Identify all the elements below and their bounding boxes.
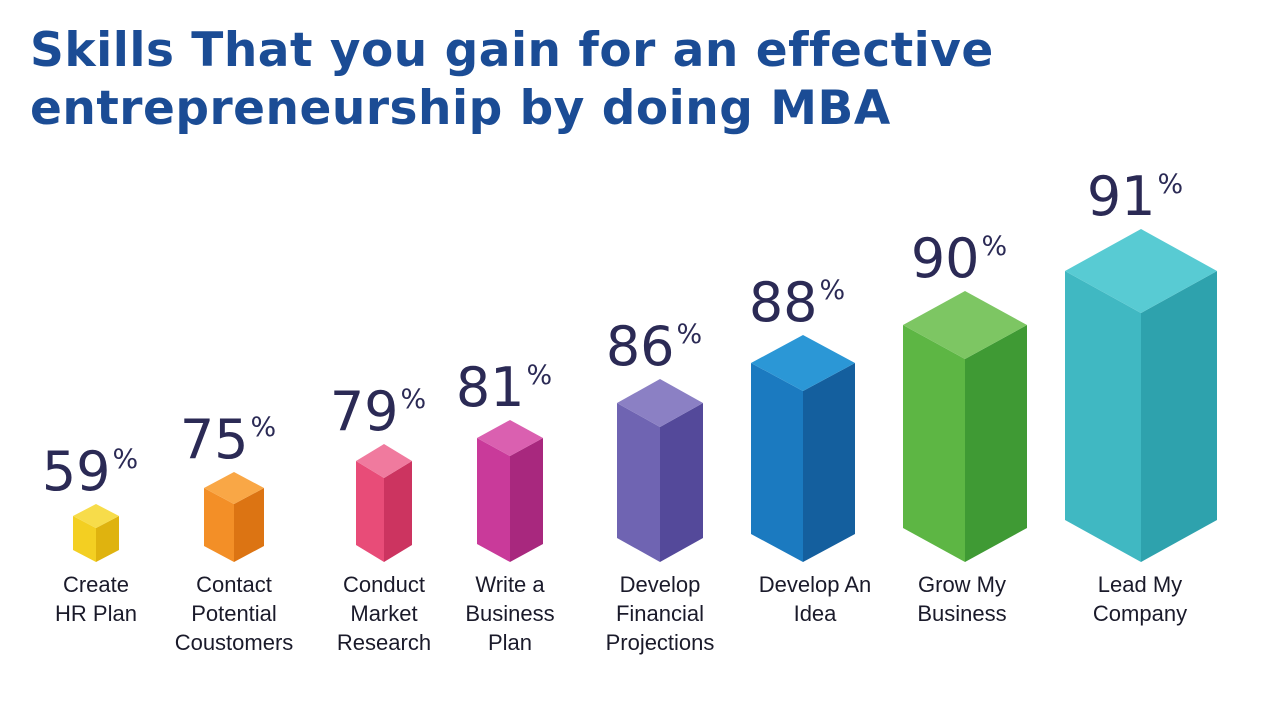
bar-left-face — [751, 363, 803, 562]
category-label: Develop An Idea — [759, 572, 872, 626]
bar-left-face — [477, 438, 510, 562]
bar-2 — [204, 472, 264, 562]
bar-1 — [73, 504, 119, 562]
bar-right-face — [1141, 271, 1217, 562]
bar-left-face — [356, 461, 384, 562]
bar-5 — [617, 379, 703, 562]
bar-top-face — [1065, 229, 1217, 313]
bar-right-face — [803, 363, 855, 562]
bar-top-face — [617, 379, 703, 427]
bar-right-face — [965, 325, 1027, 562]
data-label: 90% — [911, 227, 1007, 290]
category-label: Lead My Company — [1093, 572, 1187, 626]
category-label: Contact Potential Coustomers — [175, 572, 294, 655]
data-label: 81% — [456, 356, 552, 419]
data-label: 59% — [42, 440, 138, 503]
bar-right-face — [660, 403, 703, 562]
data-label: 75% — [180, 408, 276, 471]
bar-right-face — [510, 438, 543, 562]
bar-right-face — [96, 516, 119, 562]
category-label: Write a Business Plan — [465, 572, 554, 655]
bar-3 — [356, 444, 412, 562]
chart-title: Skills That you gain for an effective en… — [30, 22, 994, 138]
bar-top-face — [204, 472, 264, 504]
data-label: 79% — [330, 380, 426, 443]
chart-title-line-1: Skills That you gain for an effective — [30, 23, 994, 78]
data-label: 86% — [606, 315, 702, 378]
bar-6 — [751, 335, 855, 562]
chart-title-line-2: entrepreneurship by doing MBA — [30, 81, 891, 136]
bar-top-face — [477, 420, 543, 456]
bar-left-face — [1065, 271, 1141, 562]
bar-left-face — [617, 403, 660, 562]
bar-top-face — [751, 335, 855, 391]
bar-left-face — [73, 516, 96, 562]
data-label: 91% — [1087, 165, 1183, 228]
bar-top-face — [73, 504, 119, 528]
bar-7 — [903, 291, 1027, 562]
category-label: Grow My Business — [917, 572, 1006, 626]
category-label: Conduct Market Research — [337, 572, 431, 655]
bar-top-face — [903, 291, 1027, 359]
data-label: 88% — [749, 271, 845, 334]
category-label: Develop Financial Projections — [606, 572, 715, 655]
bar-right-face — [234, 488, 264, 562]
category-label: Create HR Plan — [55, 572, 137, 626]
bar-left-face — [903, 325, 965, 562]
bar-right-face — [384, 461, 412, 562]
bar-top-face — [356, 444, 412, 478]
bar-8 — [1065, 229, 1217, 562]
bar-left-face — [204, 488, 234, 562]
bar-4 — [477, 420, 543, 562]
